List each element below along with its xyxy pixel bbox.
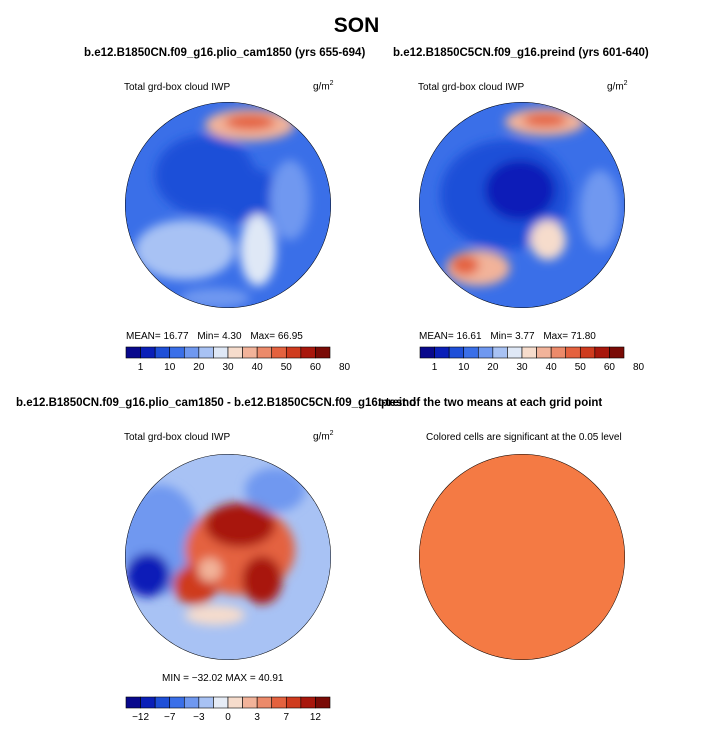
colorbar-top-right-swatch: [477, 346, 494, 359]
colorbar-top-right-swatch: [565, 346, 581, 359]
colorbar-bottom-left-swatch: [198, 696, 214, 709]
colorbar-bottom-left-swatch: [242, 696, 258, 709]
colorbar-top-right-swatch: [448, 346, 465, 359]
colorbar-bottom-left-tick-label: −12: [132, 712, 149, 723]
colorbar-bottom-left-swatch: [140, 696, 156, 709]
colorbar-bottom-left: −12 −7 −3 0 3 7 12: [125, 696, 331, 723]
colorbar-top-right-tick-label: 1: [432, 362, 438, 373]
colorbar-top-left-tick-label: 80: [339, 362, 351, 373]
colorbar-bottom-left-tick-label: 12: [310, 712, 322, 723]
panel-title-top-right: b.e12.B1850C5CN.f09_g16.preind (yrs 601-…: [393, 47, 649, 59]
figure-title: SON: [333, 14, 380, 37]
variable-label-top-right: Total grd-box cloud IWP: [418, 82, 525, 93]
colorbar-top-right-tick-label: 40: [546, 362, 558, 373]
units-label-bottom-left: g/m2: [313, 430, 334, 443]
colorbar-top-right-swatch: [463, 346, 479, 359]
colorbar-bottom-left-swatch: [169, 696, 185, 709]
map-bottom-left: [125, 454, 331, 660]
colorbar-top-left-swatch: [169, 346, 185, 359]
colorbar-bottom-left-tick-label: 3: [254, 712, 260, 723]
units-label-top-left: g/m2: [313, 80, 334, 93]
colorbar-top-right-swatch: [536, 346, 552, 359]
colorbar-top-right-swatch: [507, 346, 523, 359]
colorbar-top-right-swatch: [594, 346, 610, 359]
colorbar-top-left-tick-label: 50: [281, 362, 293, 373]
units-label-top-right: g/m2: [607, 80, 628, 93]
panel-title-top-left: b.e12.B1850CN.f09_g16.plio_cam1850 (yrs …: [84, 47, 366, 59]
variable-label-bottom-left: Total grd-box cloud IWP: [124, 432, 231, 443]
colorbar-top-left-swatch: [315, 346, 331, 359]
colorbar-top-left-swatch: [285, 346, 302, 359]
panel-title-bottom-right: t-test of the two means at each grid poi…: [378, 397, 603, 409]
colorbar-bottom-left-tick-label: −3: [193, 712, 205, 723]
stats-bottom-left: MIN = −32.02 MAX = 40.91: [162, 673, 284, 684]
panel-subtitle-bottom-right: Colored cells are significant at the 0.0…: [426, 432, 622, 443]
colorbar-top-right-tick-label: 20: [487, 362, 499, 373]
colorbar-top-right-swatch: [434, 346, 450, 359]
colorbar-top-left-swatch: [183, 346, 200, 359]
colorbar-top-left-swatch: [242, 346, 258, 359]
colorbar-bottom-left-swatch: [213, 696, 229, 709]
colorbar-top-left-swatch: [154, 346, 171, 359]
colorbar-top-left-tick-label: 40: [252, 362, 264, 373]
colorbar-bottom-left-swatch: [183, 696, 200, 709]
colorbar-bottom-left-swatch: [285, 696, 302, 709]
colorbar-top-left-swatch: [213, 346, 229, 359]
variable-label-top-left: Total grd-box cloud IWP: [124, 82, 231, 93]
colorbar-top-right-swatch: [550, 346, 567, 359]
panel-title-bottom-left: b.e12.B1850CN.f09_g16.plio_cam1850 - b.e…: [16, 397, 417, 409]
colorbar-top-right-tick-label: 50: [575, 362, 587, 373]
stats-top-left: MEAN= 16.77 Min= 4.30 Max= 66.95: [126, 331, 303, 342]
colorbar-bottom-left-swatch: [227, 696, 243, 709]
colorbar-bottom-left-swatch: [315, 696, 331, 709]
colorbar-top-right-swatch: [419, 346, 435, 359]
colorbar-top-right-tick-label: 10: [458, 362, 470, 373]
colorbar-top-left-swatch: [125, 346, 141, 359]
colorbar-top-left-swatch: [271, 346, 287, 359]
colorbar-bottom-left-swatch: [300, 696, 316, 709]
colorbar-bottom-left-swatch: [154, 696, 171, 709]
colorbar-bottom-left-tick-label: −7: [164, 712, 176, 723]
colorbar-bottom-left-tick-label: 7: [284, 712, 290, 723]
map-top-left: [125, 102, 331, 308]
colorbar-top-left-tick-label: 60: [310, 362, 322, 373]
colorbar-bottom-left-tick-label: 0: [225, 712, 231, 723]
map-bottom-right: [419, 454, 625, 660]
colorbar-top-left-swatch: [256, 346, 273, 359]
colorbar-top-left-tick-label: 30: [222, 362, 234, 373]
colorbar-top-left-swatch: [198, 346, 214, 359]
colorbar-top-left-tick-label: 10: [164, 362, 176, 373]
map-top-right: [419, 102, 625, 308]
colorbar-top-right-tick-label: 80: [633, 362, 645, 373]
colorbar-top-right-tick-label: 30: [516, 362, 528, 373]
colorbar-bottom-left-swatch: [125, 696, 141, 709]
colorbar-bottom-left-swatch: [256, 696, 273, 709]
colorbar-top-left: 1 10 20 30 40 50 60 80: [125, 346, 351, 373]
colorbar-top-left-swatch: [300, 346, 316, 359]
colorbar-top-right-swatch: [492, 346, 508, 359]
colorbar-top-left-tick-label: 20: [193, 362, 205, 373]
colorbar-top-right-swatch: [521, 346, 537, 359]
colorbar-top-left-swatch: [227, 346, 243, 359]
colorbar-top-left-tick-label: 1: [138, 362, 144, 373]
colorbar-top-right-swatch: [579, 346, 596, 359]
colorbar-top-right: 1 10 20 30 40 50 60 80: [419, 346, 645, 373]
colorbar-top-left-swatch: [140, 346, 156, 359]
colorbar-bottom-left-swatch: [271, 696, 287, 709]
colorbar-top-right-swatch: [609, 346, 625, 359]
colorbar-top-right-tick-label: 60: [604, 362, 616, 373]
stats-top-right: MEAN= 16.61 Min= 3.77 Max= 71.80: [419, 331, 596, 342]
